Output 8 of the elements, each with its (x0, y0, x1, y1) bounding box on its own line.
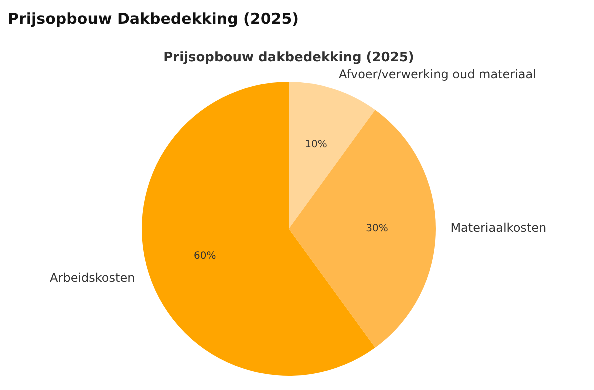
data-label: 60% (194, 250, 216, 262)
slice-label: Arbeidskosten (50, 271, 136, 286)
slice-label: Afvoer/verwerking oud materiaal (338, 67, 536, 82)
chart-title: Prijsopbouw Dakbedekking (2025) (8, 10, 300, 28)
slice-label: Materiaalkosten (450, 221, 547, 236)
data-label: 10% (305, 140, 328, 151)
chart-subtitle: Prijsopbouw dakbedekking (2025) (164, 50, 414, 66)
data-label: 30% (366, 224, 388, 235)
